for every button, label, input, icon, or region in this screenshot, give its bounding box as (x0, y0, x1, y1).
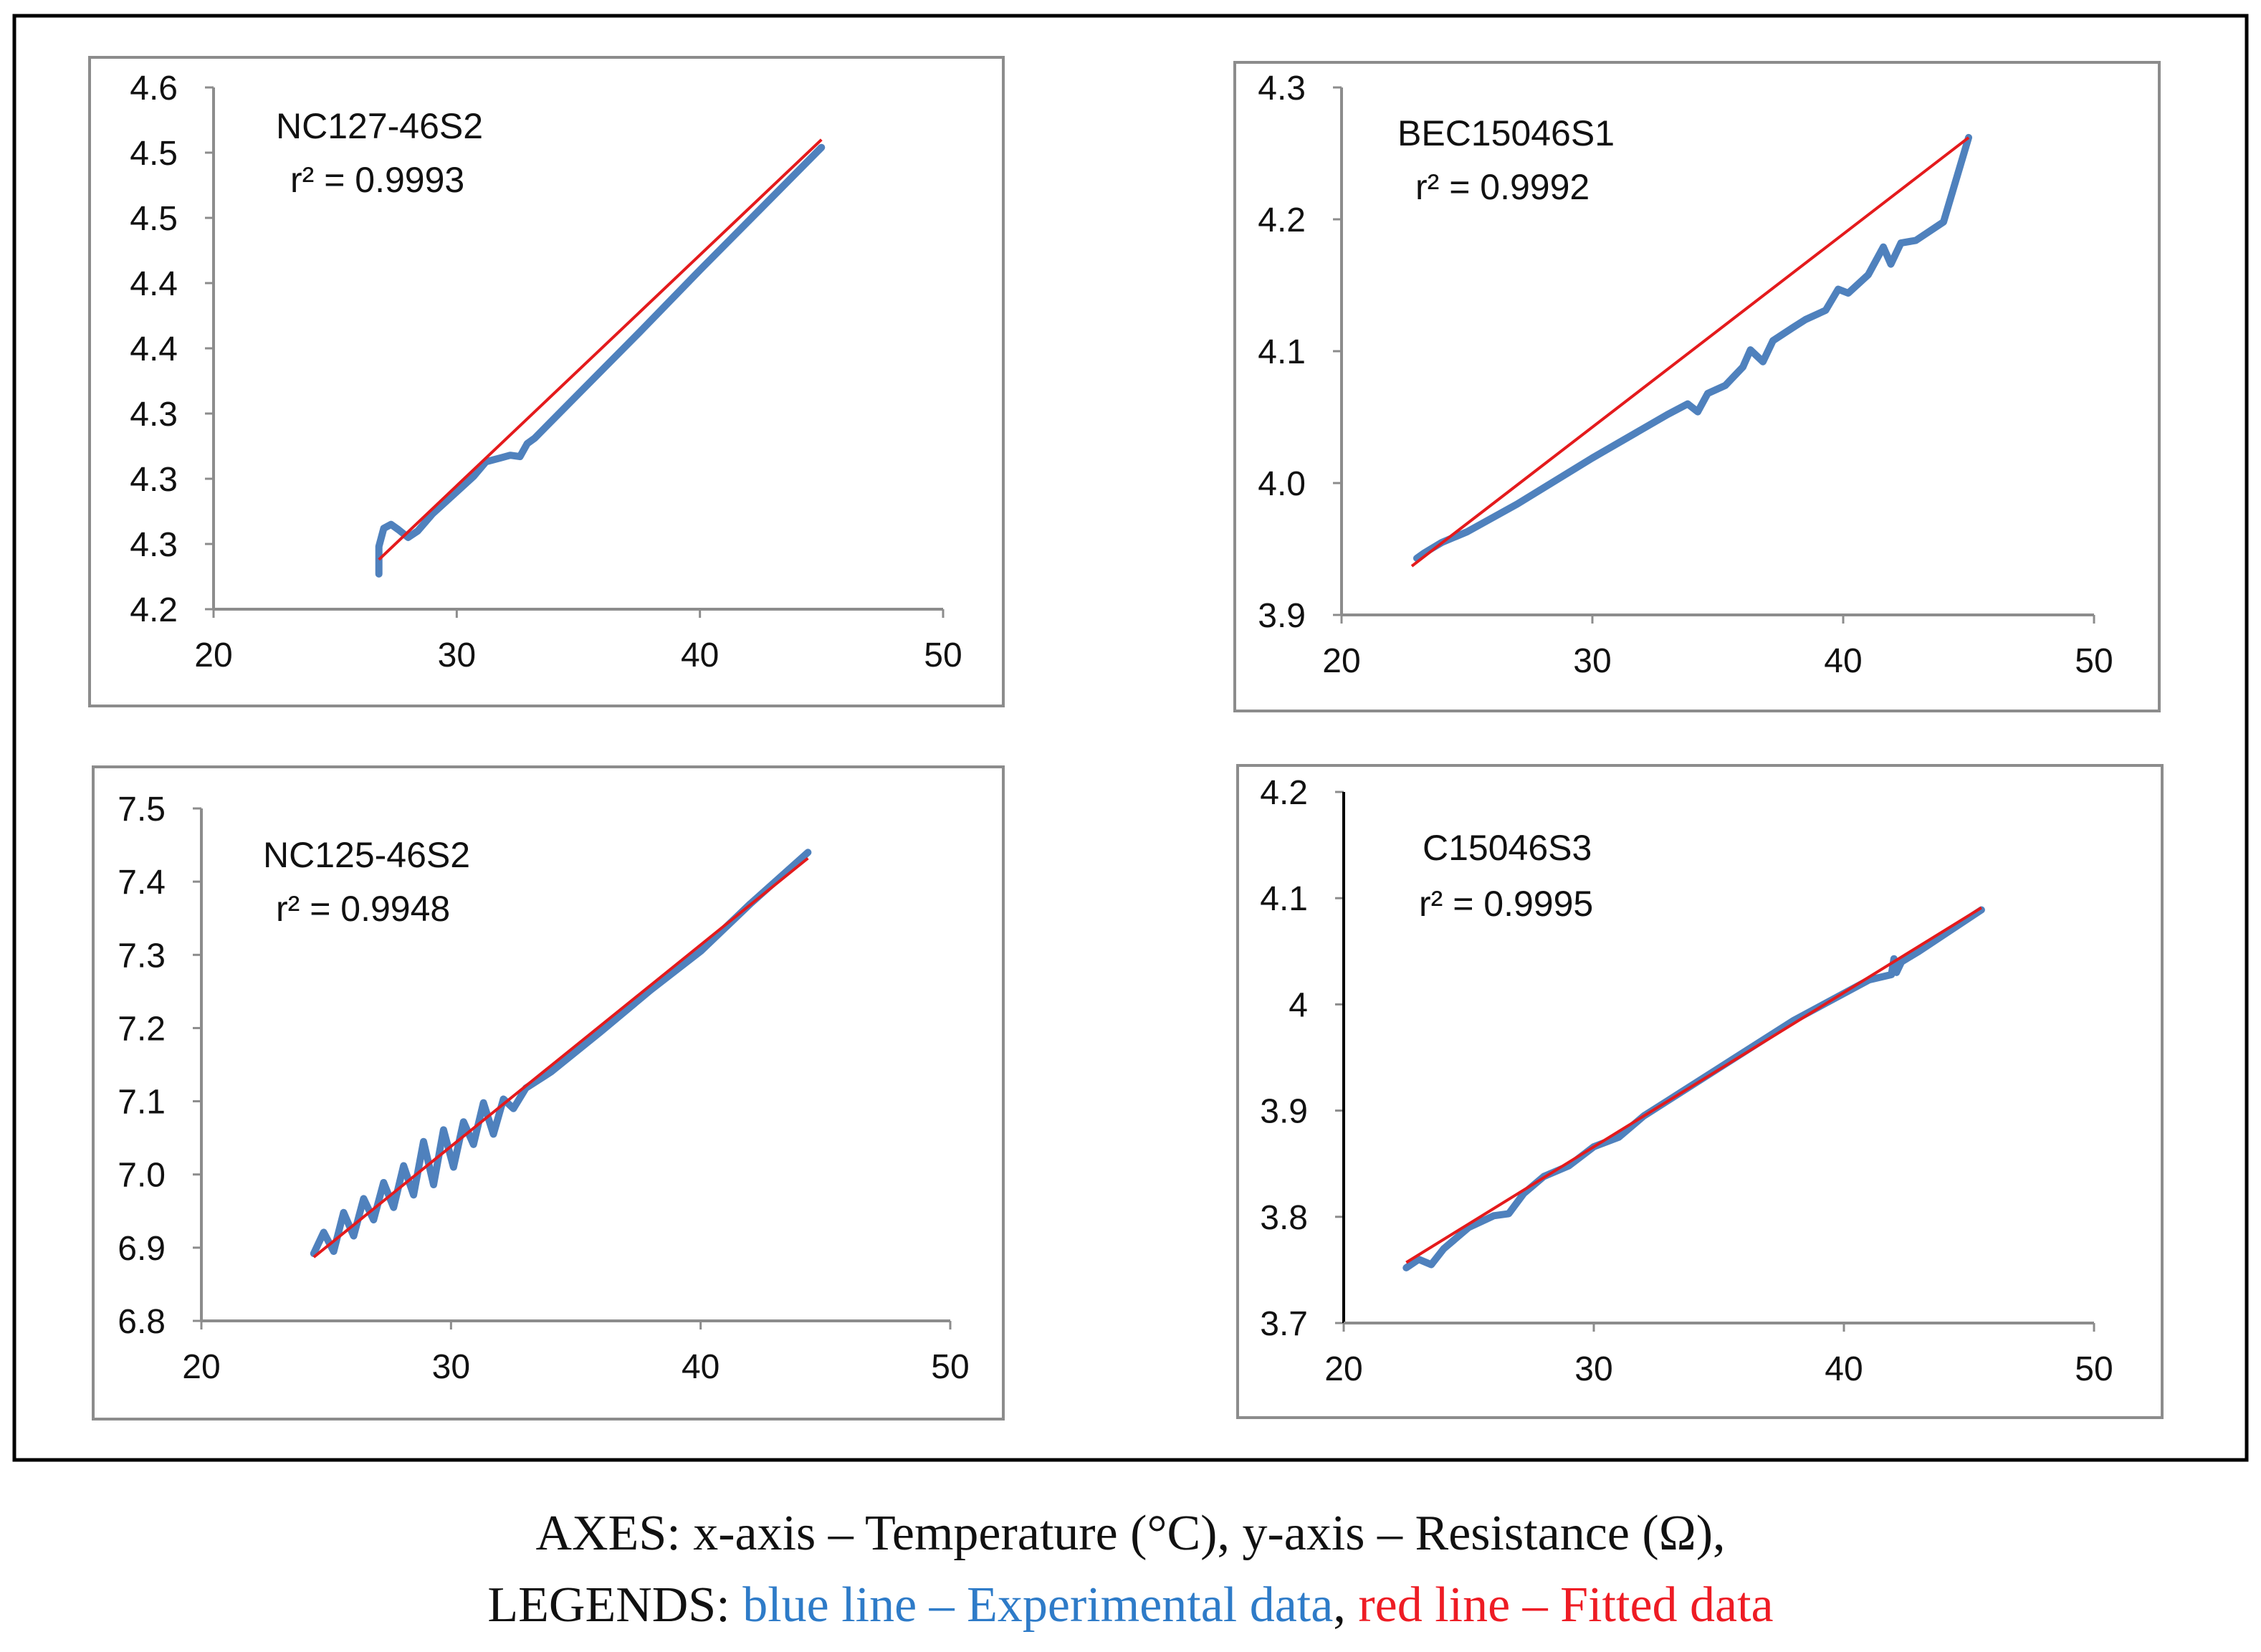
fitted-data-line (378, 138, 823, 561)
y-tick-label: 4.6 (130, 70, 178, 108)
x-tick-label: 20 (1322, 642, 1360, 680)
chart-title: C15046S3 (1423, 828, 1592, 868)
experimental-data-line (1402, 906, 1985, 1271)
chart-border (1233, 61, 2161, 712)
x-axis-ticks: 20 30 40 50 (1322, 615, 2113, 680)
y-tick-label: 6.8 (118, 1303, 166, 1341)
y-tick-label: 4.1 (1260, 880, 1308, 918)
y-tick-label: 4.2 (130, 591, 178, 629)
y-tick-label: 4.3 (1258, 70, 1306, 108)
x-tick-label: 40 (1825, 1350, 1863, 1388)
y-tick-label: 7.4 (118, 864, 166, 902)
y-axis-ticks: 3.7 3.8 3.9 4 4.1 4.2 (1260, 774, 1344, 1343)
x-tick-label: 50 (2075, 642, 2113, 680)
x-tick-label: 30 (1574, 1350, 1612, 1388)
caption-fitted-legend: red line – Fitted data (1358, 1577, 1774, 1633)
fitted-data-line (312, 856, 809, 1259)
y-tick-label: 4.5 (130, 135, 178, 173)
y-axis-ticks: 3.9 4.0 4.1 4.2 4.3 (1258, 70, 1342, 635)
x-axis-ticks: 20 30 40 50 (182, 1321, 970, 1386)
r-squared-label: r² = 0.9995 (1419, 884, 1593, 924)
chart-border (92, 765, 1005, 1421)
fitted-data-line (1405, 906, 1982, 1264)
x-tick-label: 40 (1824, 642, 1862, 680)
y-tick-label: 4.2 (1258, 201, 1306, 239)
fitted-data-line (1410, 136, 1970, 568)
figure-caption: AXES: x-axis – Temperature (°C), y-axis … (0, 1498, 2261, 1641)
caption-axes-line: AXES: x-axis – Temperature (°C), y-axis … (535, 1506, 1726, 1561)
y-tick-label: 4.3 (130, 461, 178, 499)
y-axis-ticks: 6.8 6.9 7.0 7.1 7.2 7.3 7.4 7.5 (118, 791, 201, 1341)
y-tick-label: 3.9 (1260, 1093, 1308, 1131)
y-tick-label: 4.4 (130, 265, 178, 303)
y-tick-label: 3.8 (1260, 1199, 1308, 1237)
y-tick-label: 7.2 (118, 1010, 166, 1048)
x-axis-ticks: 20 30 40 50 (194, 609, 962, 674)
chart-nc127-46s2: 4.2 4.3 4.3 4.3 4.4 4.4 4.5 4.5 4.6 20 30 40 50 NC1… (88, 56, 1005, 707)
r-squared-label: r² = 0.9948 (276, 889, 450, 929)
y-tick-label: 4.4 (130, 330, 178, 368)
x-tick-label: 50 (924, 636, 962, 674)
x-tick-label: 30 (1573, 642, 1611, 680)
chart-title: NC125-46S2 (263, 835, 470, 875)
caption-separator: , (1333, 1577, 1359, 1633)
y-tick-label: 7.3 (118, 937, 166, 975)
r-squared-label: r² = 0.9993 (290, 160, 464, 200)
x-tick-label: 50 (2075, 1350, 2113, 1388)
caption-experimental-legend: blue line – Experimental data (742, 1577, 1334, 1633)
experimental-data-line (375, 143, 826, 578)
chart-border (1236, 764, 2164, 1419)
y-tick-label: 4.1 (1258, 333, 1306, 371)
caption-legends-line: LEGENDS: blue line – Experimental data, … (0, 1570, 2261, 1641)
y-tick-label: 4.5 (130, 200, 178, 238)
chart-title: BEC15046S1 (1397, 113, 1615, 153)
y-tick-label: 4.3 (130, 396, 178, 434)
y-tick-label: 7.0 (118, 1157, 166, 1195)
x-tick-label: 40 (682, 1348, 720, 1386)
chart-title: NC127-46S2 (276, 106, 483, 146)
y-tick-label: 6.9 (118, 1230, 166, 1268)
x-tick-label: 20 (182, 1348, 220, 1386)
y-tick-label: 7.5 (118, 791, 166, 829)
caption-legends-prefix: LEGENDS: (487, 1577, 743, 1633)
y-tick-label: 4.0 (1258, 465, 1306, 503)
x-tick-label: 30 (432, 1348, 470, 1386)
chart-bec15046s1: 3.9 4.0 4.1 4.2 4.3 20 30 40 50 BEC15046S1 r² =… (1233, 61, 2161, 712)
y-tick-label: 3.9 (1258, 597, 1306, 635)
chart-c15046s3: 3.7 3.8 3.9 4 4.1 4.2 20 30 40 50 C15046S3 r² = … (1236, 764, 2164, 1419)
r-squared-label: r² = 0.9992 (1415, 167, 1590, 207)
y-tick-label: 7.1 (118, 1084, 166, 1122)
x-tick-label: 40 (681, 636, 719, 674)
y-tick-label: 4 (1289, 986, 1308, 1024)
chart-nc125-46s2: 6.8 6.9 7.0 7.1 7.2 7.3 7.4 7.5 20 30 40 50 NC125-… (92, 765, 1005, 1421)
x-tick-label: 20 (1324, 1350, 1362, 1388)
x-tick-label: 20 (194, 636, 232, 674)
x-tick-label: 50 (931, 1348, 969, 1386)
y-tick-label: 4.2 (1260, 774, 1308, 812)
x-tick-label: 30 (438, 636, 476, 674)
y-axis-ticks: 4.2 4.3 4.3 4.3 4.4 4.4 4.5 4.5 4.6 (130, 70, 214, 629)
experimental-data-line (1413, 133, 1972, 562)
y-tick-label: 3.7 (1260, 1305, 1308, 1343)
chart-border (88, 56, 1005, 707)
y-tick-label: 4.3 (130, 526, 178, 564)
